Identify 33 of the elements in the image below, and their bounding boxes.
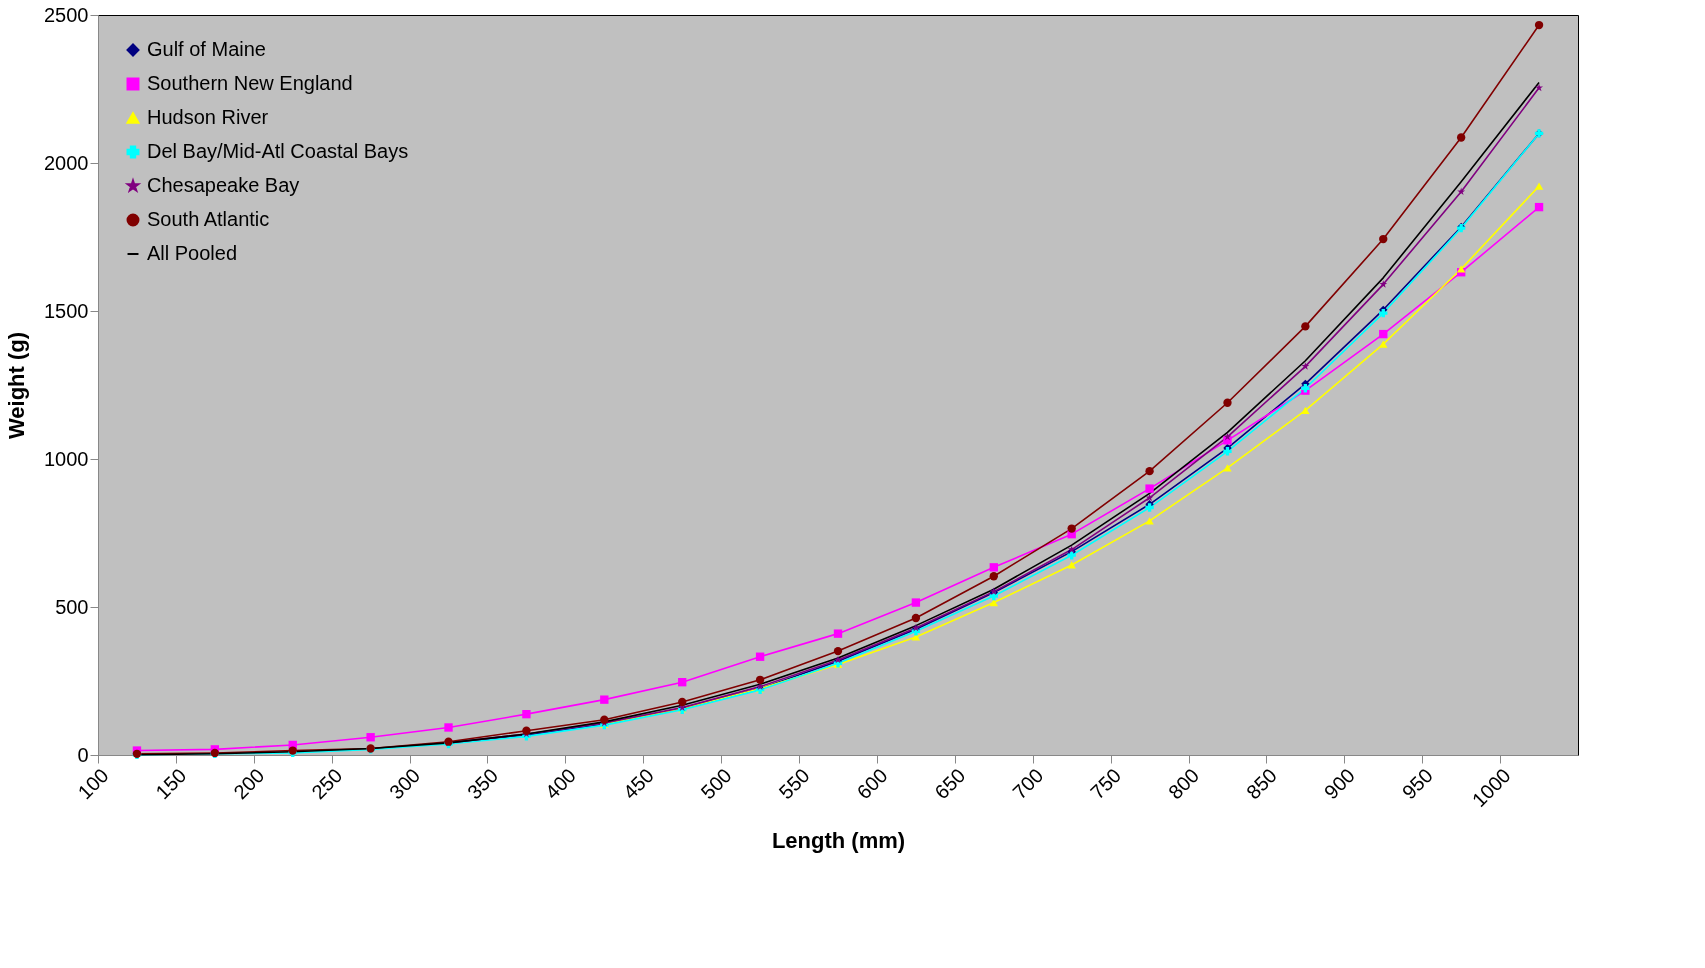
y-tick-label: 0: [77, 743, 89, 766]
x-tick-label: 150: [151, 764, 191, 804]
x-tick-label: 950: [1397, 764, 1437, 804]
legend-label: Hudson River: [147, 106, 269, 128]
legend-label: Chesapeake Bay: [147, 174, 300, 196]
legend-label: Del Bay/Mid-Atl Coastal Bays: [147, 140, 409, 162]
legend-label: Southern New England: [147, 72, 353, 94]
x-tick-label: 100: [73, 764, 113, 804]
y-tick-label: 2000: [44, 151, 89, 174]
x-tick-label: 650: [930, 764, 970, 804]
legend-label: All Pooled: [147, 242, 238, 264]
x-tick-label: 250: [307, 764, 347, 804]
x-tick-label: 700: [1008, 764, 1048, 804]
x-tick-label: 300: [385, 764, 425, 804]
x-tick-label: 450: [618, 764, 658, 804]
x-tick-label: 850: [1241, 764, 1282, 804]
legend-label: South Atlantic: [147, 208, 270, 230]
y-tick-label: 1500: [44, 299, 89, 322]
x-tick-label: 200: [229, 764, 269, 804]
x-tick-label: 750: [1086, 764, 1126, 804]
legend-label: Gulf of Maine: [147, 38, 266, 60]
x-tick-label: 350: [462, 764, 503, 804]
x-tick-label: 550: [774, 764, 814, 804]
x-tick-label: 900: [1319, 764, 1359, 804]
x-tick-label: 400: [540, 764, 581, 804]
y-axis-title: Weight (g): [4, 331, 30, 440]
y-tick-label: 1000: [44, 447, 89, 470]
x-tick-label: 800: [1164, 764, 1204, 804]
y-tick-label: 2500: [44, 3, 89, 26]
y-tick-label: 500: [55, 595, 89, 618]
x-tick-label: 500: [696, 764, 736, 804]
x-axis-title: Length (mm): [771, 828, 906, 854]
x-tick-label: 600: [852, 764, 892, 804]
